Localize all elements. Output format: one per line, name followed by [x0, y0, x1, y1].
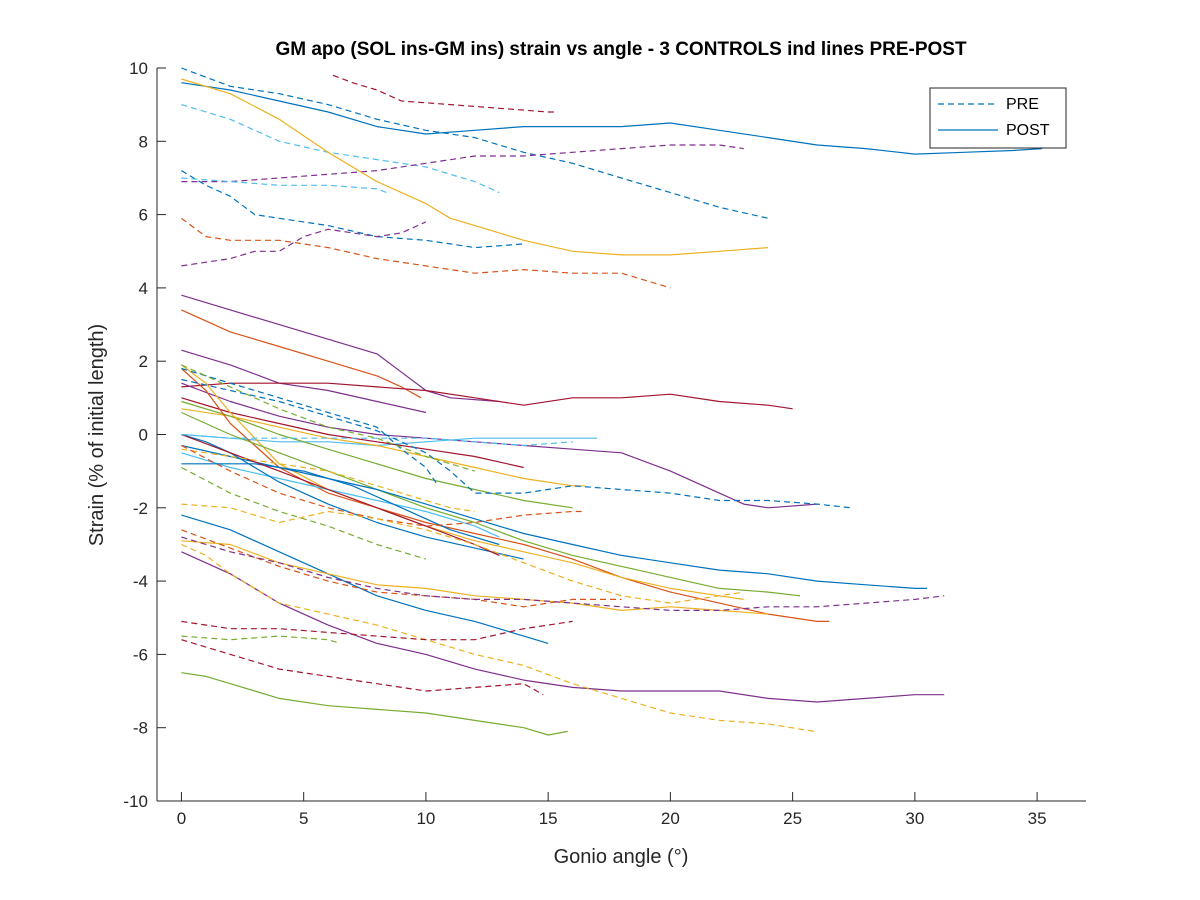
- series-line-post-12: [181, 349, 427, 414]
- y-tick-label-2: -6: [133, 645, 148, 664]
- series-line-pre-39: [181, 529, 622, 608]
- series-line-post-11: [181, 309, 422, 399]
- x-tick-label-2: 10: [416, 809, 435, 828]
- y-tick-label-6: 2: [139, 352, 148, 371]
- x-tick-label-6: 30: [905, 809, 924, 828]
- y-tick-label-0: -10: [123, 792, 148, 811]
- series-line-pre-35: [181, 448, 475, 513]
- series-line-pre-0: [332, 74, 558, 113]
- legend: PRE POST: [929, 87, 1067, 149]
- series-layer: [180, 67, 1043, 736]
- series-line-post-15: [181, 433, 598, 447]
- x-tick-label-4: 20: [661, 809, 680, 828]
- series-line-post-30: [181, 672, 568, 736]
- y-tick-label-5: 0: [139, 426, 148, 445]
- series-line-post-9: [181, 78, 769, 256]
- legend-pre-label: PRE: [1006, 96, 1039, 113]
- series-line-pre-41: [181, 543, 815, 732]
- series-line-pre-42: [181, 639, 544, 696]
- series-line-pre-43: [181, 620, 573, 641]
- series-line-pre-1: [181, 67, 769, 219]
- series-line-pre-4: [181, 170, 524, 249]
- series-line-pre-3: [181, 144, 744, 183]
- x-tick-label-3: 15: [539, 809, 558, 828]
- series-line-post-27: [181, 514, 549, 644]
- y-tick-label-7: 4: [139, 279, 148, 298]
- series-line-post-29: [181, 551, 945, 703]
- series-line-post-10: [181, 294, 500, 403]
- series-line-pre-34: [181, 364, 475, 472]
- x-tick-label-7: 35: [1028, 809, 1047, 828]
- series-line-pre-6: [181, 217, 671, 289]
- x-tick-label-0: 0: [177, 809, 186, 828]
- series-line-post-24: [181, 463, 500, 546]
- series-line-pre-33: [181, 378, 852, 509]
- axes: 0 5 10 15 20 25 30 35 -10 -8 -6 -4 -2 0 2 4 6 8 10: [123, 59, 1086, 828]
- y-tick-label-8: 6: [139, 206, 148, 225]
- y-tick-label-1: -8: [133, 719, 148, 738]
- series-line-pre-31: [181, 433, 573, 447]
- series-line-post-13: [181, 382, 793, 410]
- y-tick-label-10: 10: [129, 59, 148, 78]
- x-tick-label-1: 5: [299, 809, 308, 828]
- y-tick-label-4: -2: [133, 499, 148, 518]
- series-line-pre-5: [181, 177, 388, 194]
- x-tick-label-5: 25: [783, 809, 802, 828]
- series-line-post-17: [181, 408, 585, 487]
- x-axis-label: Gonio angle (°): [554, 846, 689, 868]
- series-line-pre-7: [181, 221, 427, 267]
- y-tick-label-9: 8: [139, 132, 148, 151]
- series-line-post-21: [181, 411, 801, 597]
- series-line-pre-36: [181, 466, 427, 560]
- y-tick-label-3: -4: [133, 572, 148, 591]
- series-line-post-19: [180, 368, 830, 622]
- series-line-pre-38: [181, 503, 744, 604]
- series-line-post-25: [181, 433, 524, 560]
- series-line-pre-37: [181, 444, 583, 527]
- chart-title: GM apo (SOL ins-GM ins) strain vs angle …: [275, 39, 967, 60]
- legend-post-label: POST: [1006, 122, 1050, 139]
- y-axis-label: Strain (% of initial length): [86, 324, 108, 546]
- legend-box: [929, 87, 1067, 149]
- series-line-post-18: [181, 400, 573, 509]
- series-line-post-22: [181, 444, 928, 589]
- series-line-post-8: [181, 82, 1043, 155]
- series-line-pre-2: [181, 104, 500, 194]
- series-line-pre-40: [181, 536, 945, 611]
- series-line-post-28: [181, 540, 769, 615]
- series-line-pre-44: [181, 635, 341, 644]
